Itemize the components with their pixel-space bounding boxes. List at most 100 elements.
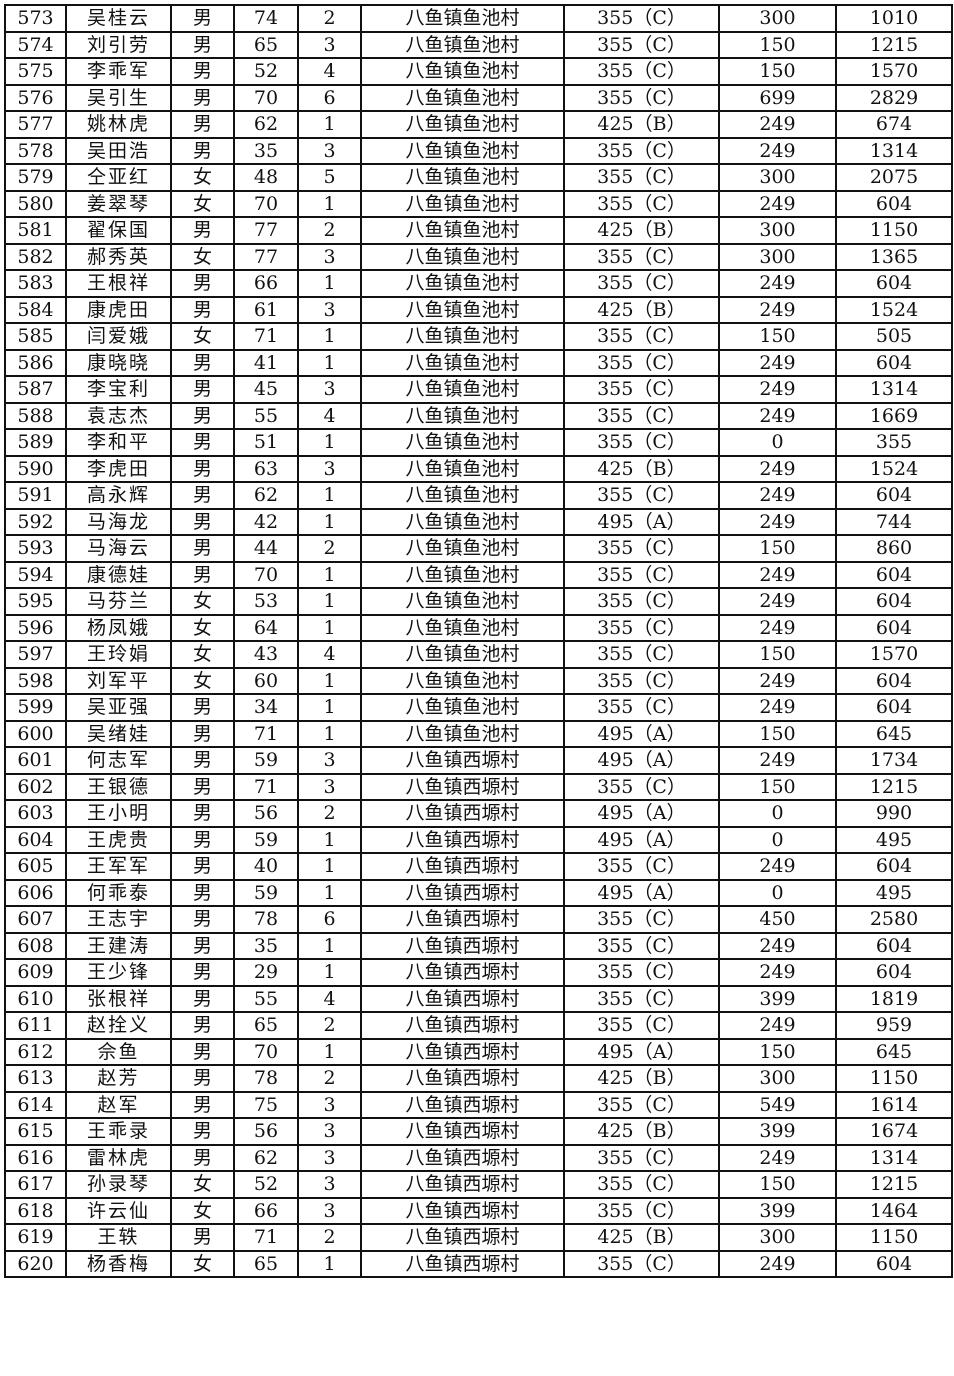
name-cell: 马芬兰: [65, 587, 172, 616]
row-number-cell: 608: [4, 931, 67, 960]
standard-cell: 355（C）: [563, 772, 720, 801]
village-cell: 八鱼镇西塬村: [360, 1090, 565, 1119]
household-size-cell: 2: [297, 1011, 362, 1040]
standard-cell: 425（B）: [563, 110, 720, 139]
total-cell: 1669: [835, 401, 953, 430]
name-cell: 王银德: [65, 772, 172, 801]
name-cell: 姚林虎: [65, 110, 172, 139]
row-number-cell: 578: [4, 136, 67, 165]
village-cell: 八鱼镇鱼池村: [360, 640, 565, 669]
row-number-cell: 610: [4, 984, 67, 1013]
household-size-cell: 1: [297, 269, 362, 298]
name-cell: 康虎田: [65, 295, 172, 324]
village-cell: 八鱼镇鱼池村: [360, 216, 565, 245]
village-cell: 八鱼镇西塬村: [360, 1143, 565, 1172]
table-row: 584 康虎田男 61 3 八鱼镇鱼池村 425（B） 249 1524: [4, 295, 953, 324]
row-number-cell: 606: [4, 878, 67, 907]
village-cell: 八鱼镇鱼池村: [360, 534, 565, 563]
table-row: 577 姚林虎男 62 1 八鱼镇鱼池村 425（B） 249 674: [4, 110, 953, 139]
name-cell: 王军军: [65, 852, 172, 881]
standard-cell: 495（A）: [563, 878, 720, 907]
village-cell: 八鱼镇鱼池村: [360, 269, 565, 298]
total-cell: 1150: [835, 1064, 953, 1093]
age-cell: 70: [233, 1037, 299, 1066]
village-cell: 八鱼镇鱼池村: [360, 348, 565, 377]
row-number-cell: 614: [4, 1090, 67, 1119]
table-row: 589 李和平男 51 1 八鱼镇鱼池村 355（C） 0 355: [4, 428, 953, 457]
household-size-cell: 1: [297, 587, 362, 616]
village-cell: 八鱼镇西塬村: [360, 1011, 565, 1040]
row-number-cell: 598: [4, 666, 67, 695]
table-row: 588 袁志杰男 55 4 八鱼镇鱼池村 355（C） 249 1669: [4, 401, 953, 430]
table-row: 573 吴桂云男 74 2 八鱼镇鱼池村 355（C） 300 1010: [4, 4, 953, 33]
row-number-cell: 577: [4, 110, 67, 139]
standard-cell: 355（C）: [563, 348, 720, 377]
standard-cell: 355（C）: [563, 1143, 720, 1172]
household-size-cell: 2: [297, 799, 362, 828]
amount-cell: 150: [718, 322, 837, 351]
village-cell: 八鱼镇鱼池村: [360, 560, 565, 589]
gender-cell: 男: [170, 4, 235, 33]
gender-cell: 男: [170, 428, 235, 457]
standard-cell: 355（C）: [563, 375, 720, 404]
table-row: 596 杨凤娥女 64 1 八鱼镇鱼池村 355（C） 249 604: [4, 613, 953, 642]
standard-cell: 355（C）: [563, 640, 720, 669]
standard-cell: 355（C）: [563, 57, 720, 86]
name-cell: 赵芳: [65, 1064, 172, 1093]
age-cell: 65: [233, 1249, 299, 1278]
standard-cell: 355（C）: [563, 4, 720, 33]
total-cell: 1674: [835, 1117, 953, 1146]
standard-cell: 355（C）: [563, 1196, 720, 1225]
amount-cell: 249: [718, 1011, 837, 1040]
household-size-cell: 1: [297, 189, 362, 218]
village-cell: 八鱼镇西塬村: [360, 799, 565, 828]
table-row: 599 吴亚强男 34 1 八鱼镇鱼池村 355（C） 249 604: [4, 693, 953, 722]
household-size-cell: 1: [297, 931, 362, 960]
amount-cell: 249: [718, 481, 837, 510]
household-size-cell: 2: [297, 1064, 362, 1093]
age-cell: 65: [233, 1011, 299, 1040]
amount-cell: 0: [718, 799, 837, 828]
table-row: 605 王军军男 40 1 八鱼镇西塬村 355（C） 249 604: [4, 852, 953, 881]
row-number-cell: 618: [4, 1196, 67, 1225]
standard-cell: 425（B）: [563, 1064, 720, 1093]
total-cell: 2075: [835, 163, 953, 192]
table-row: 615 王乖录男 56 3 八鱼镇西塬村 425（B） 399 1674: [4, 1117, 953, 1146]
gender-cell: 男: [170, 825, 235, 854]
row-number-cell: 580: [4, 189, 67, 218]
village-cell: 八鱼镇西塬村: [360, 1117, 565, 1146]
household-size-cell: 1: [297, 322, 362, 351]
total-cell: 2829: [835, 83, 953, 112]
standard-cell: 425（B）: [563, 1117, 720, 1146]
total-cell: 604: [835, 1249, 953, 1278]
table-body: 573 吴桂云男 74 2 八鱼镇鱼池村 355（C） 300 1010 574 刘引劳男 65 3 八…: [4, 4, 953, 1278]
name-cell: 杨香梅: [65, 1249, 172, 1278]
total-cell: 1614: [835, 1090, 953, 1119]
standard-cell: 425（B）: [563, 216, 720, 245]
table-row: 590 李虎田男 63 3 八鱼镇鱼池村 425（B） 249 1524: [4, 454, 953, 483]
total-cell: 1010: [835, 4, 953, 33]
age-cell: 59: [233, 825, 299, 854]
table-row: 579 仝亚红女 48 5 八鱼镇鱼池村 355（C） 300 2075: [4, 163, 953, 192]
village-cell: 八鱼镇西塬村: [360, 905, 565, 934]
amount-cell: 150: [718, 534, 837, 563]
name-cell: 康德娃: [65, 560, 172, 589]
age-cell: 77: [233, 216, 299, 245]
amount-cell: 249: [718, 295, 837, 324]
age-cell: 51: [233, 428, 299, 457]
name-cell: 李虎田: [65, 454, 172, 483]
age-cell: 56: [233, 799, 299, 828]
name-cell: 刘军平: [65, 666, 172, 695]
total-cell: 505: [835, 322, 953, 351]
household-size-cell: 1: [297, 1037, 362, 1066]
amount-cell: 300: [718, 1064, 837, 1093]
standard-cell: 495（A）: [563, 507, 720, 536]
gender-cell: 男: [170, 1037, 235, 1066]
village-cell: 八鱼镇西塬村: [360, 931, 565, 960]
name-cell: 孙录琴: [65, 1170, 172, 1199]
total-cell: 1365: [835, 242, 953, 271]
village-cell: 八鱼镇鱼池村: [360, 295, 565, 324]
gender-cell: 男: [170, 958, 235, 987]
household-size-cell: 1: [297, 110, 362, 139]
age-cell: 42: [233, 507, 299, 536]
